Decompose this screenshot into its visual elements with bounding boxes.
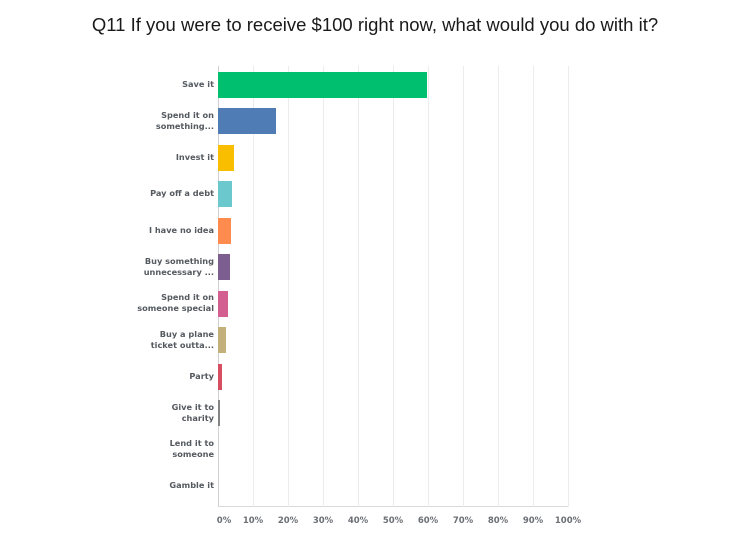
bar[interactable] <box>218 181 233 207</box>
category-label: Spend it on something... <box>155 109 214 131</box>
bar[interactable] <box>218 290 229 317</box>
x-tick-label: 100% <box>554 516 582 526</box>
bar-row: Party <box>128 358 568 395</box>
y-axis-line <box>218 66 219 507</box>
gridline <box>463 66 464 507</box>
bar-row: Lend it to someone <box>128 431 568 468</box>
x-tick-label: 30% <box>312 516 334 526</box>
x-tick-label: 40% <box>347 516 369 526</box>
gridline <box>393 66 394 507</box>
chart-title: Q11 If you were to receive $100 right no… <box>91 14 659 35</box>
bar[interactable] <box>218 108 277 134</box>
category-label: Spend it on someone special <box>137 292 214 314</box>
category-label: Party <box>189 370 214 381</box>
category-label: Pay off a debt <box>150 188 214 199</box>
gridline <box>498 66 499 507</box>
bar[interactable] <box>218 327 227 353</box>
x-tick-label: 80% <box>487 516 509 526</box>
bar-row: Save it <box>128 66 568 103</box>
category-label: Save it <box>182 78 214 89</box>
x-tick-label: 0% <box>216 516 232 526</box>
x-tick-label: 60% <box>417 516 439 526</box>
x-tick-label: 20% <box>277 516 299 526</box>
bar[interactable] <box>218 363 222 390</box>
category-label: Buy something unnecessary ... <box>143 255 214 277</box>
bar-row: Gamble it <box>128 468 568 505</box>
bar-row: Spend it on something... <box>128 103 568 140</box>
gridline <box>428 66 429 507</box>
bar-row: Buy something unnecessary ... <box>128 249 568 286</box>
gridline <box>358 66 359 507</box>
x-tick-label: 70% <box>452 516 474 526</box>
category-label: Lend it to someone <box>169 438 214 460</box>
x-tick-label: 50% <box>382 516 404 526</box>
gridline <box>323 66 324 507</box>
bar[interactable] <box>218 254 231 280</box>
category-label: Give it to charity <box>171 401 214 423</box>
plot-area: Save it Spend it on something... Invest it P… <box>137 66 569 507</box>
gridline <box>288 66 289 507</box>
bar-row: Give it to charity <box>128 395 568 432</box>
bar[interactable] <box>218 217 231 244</box>
bar[interactable] <box>218 400 220 426</box>
bar-row: Spend it on someone special <box>128 285 568 322</box>
gridline <box>568 66 569 507</box>
bar-row: Invest it <box>128 139 568 176</box>
bar[interactable] <box>218 71 428 98</box>
category-label: I have no idea <box>148 224 214 235</box>
x-tick-label: 10% <box>242 516 264 526</box>
category-label: Invest it <box>175 151 214 162</box>
bar-row: Buy a plane ticket outta... <box>128 322 568 359</box>
gridline <box>253 66 254 507</box>
bar-row: Pay off a debt <box>128 176 568 213</box>
bar-row: I have no idea <box>128 212 568 249</box>
category-label: Buy a plane ticket outta... <box>150 328 214 350</box>
bar[interactable] <box>218 144 235 171</box>
x-tick-label: 90% <box>522 516 544 526</box>
category-label: Gamble it <box>169 480 214 491</box>
gridline <box>533 66 534 507</box>
